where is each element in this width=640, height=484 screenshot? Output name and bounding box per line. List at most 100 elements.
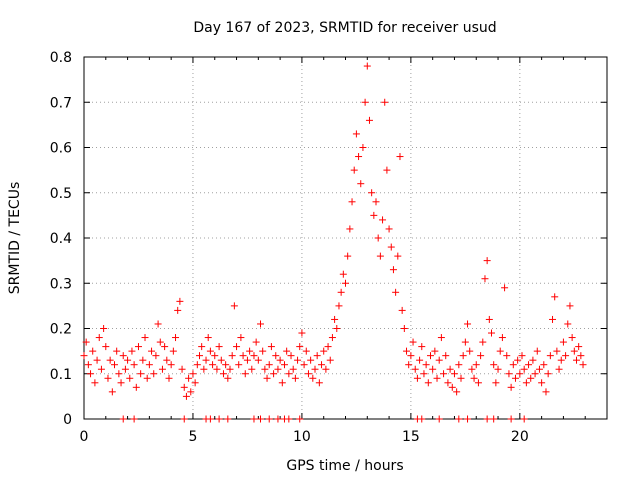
data-point — [398, 306, 406, 314]
data-point — [298, 329, 306, 337]
data-point — [237, 334, 245, 342]
data-point — [121, 365, 129, 373]
data-point — [178, 365, 186, 373]
data-point — [156, 338, 164, 346]
data-point — [117, 379, 125, 387]
data-point — [233, 343, 241, 351]
data-point — [200, 365, 208, 373]
x-axis-label: GPS time / hours — [286, 458, 403, 474]
x-tick-label: 0 — [80, 429, 89, 445]
data-point — [531, 370, 539, 378]
data-point — [124, 356, 132, 364]
tick-layer: 0 5 10 15 20 0 0.1 0.2 0.3 0.4 0.5 0.6 0.7 0.8 — [50, 50, 608, 445]
data-point — [435, 415, 443, 423]
data-point — [498, 334, 506, 342]
data-point — [287, 352, 295, 360]
data-point — [137, 370, 145, 378]
data-point — [381, 98, 389, 106]
data-point — [572, 356, 580, 364]
data-point — [350, 166, 358, 174]
data-point — [111, 361, 119, 369]
data-point — [477, 352, 485, 360]
data-point — [119, 352, 127, 360]
data-point — [416, 356, 424, 364]
data-point — [278, 379, 286, 387]
data-point — [396, 153, 404, 161]
y-tick-label: 0.2 — [50, 322, 72, 338]
data-point — [250, 352, 258, 360]
data-point — [420, 370, 428, 378]
data-point — [328, 334, 336, 342]
y-tick-label: 0.5 — [50, 186, 72, 202]
data-point — [270, 370, 278, 378]
data-point — [379, 216, 387, 224]
data-point — [540, 361, 548, 369]
data-point — [134, 343, 142, 351]
data-point — [387, 243, 395, 251]
data-point — [139, 356, 147, 364]
data-point — [422, 361, 430, 369]
data-point — [267, 343, 275, 351]
data-point — [429, 365, 437, 373]
data-point — [442, 352, 450, 360]
data-point — [302, 347, 310, 355]
x-tick-label: 10 — [293, 429, 311, 445]
data-point — [150, 370, 158, 378]
data-point — [529, 356, 537, 364]
data-point — [246, 347, 254, 355]
data-point — [211, 352, 219, 360]
data-point — [311, 365, 319, 373]
data-point — [525, 361, 533, 369]
data-point — [163, 356, 171, 364]
data-point — [579, 361, 587, 369]
data-point — [145, 361, 153, 369]
data-point — [522, 379, 530, 387]
data-point — [440, 370, 448, 378]
data-point — [514, 356, 522, 364]
data-point — [119, 415, 127, 423]
data-point — [459, 352, 467, 360]
data-point — [80, 352, 88, 360]
data-point — [165, 374, 173, 382]
data-point — [507, 415, 515, 423]
data-point — [222, 361, 230, 369]
data-point — [405, 361, 413, 369]
data-point — [141, 334, 149, 342]
y-tick-label: 0.8 — [50, 50, 72, 66]
data-point — [468, 365, 476, 373]
data-point — [564, 320, 572, 328]
data-point — [113, 347, 121, 355]
data-point — [538, 379, 546, 387]
data-point — [527, 374, 535, 382]
data-point — [455, 415, 463, 423]
data-point — [261, 365, 269, 373]
x-tick-label: 20 — [511, 429, 529, 445]
data-point — [542, 388, 550, 396]
data-point — [102, 343, 110, 351]
data-point — [370, 211, 378, 219]
data-point — [457, 374, 465, 382]
data-point — [265, 415, 273, 423]
data-point — [570, 347, 578, 355]
data-point — [490, 361, 498, 369]
data-point — [285, 415, 293, 423]
data-point — [481, 275, 489, 283]
data-point — [376, 252, 384, 260]
y-tick-label: 0.3 — [50, 276, 72, 292]
data-point — [474, 379, 482, 387]
data-point — [213, 365, 221, 373]
data-point — [304, 370, 312, 378]
data-point — [307, 356, 315, 364]
data-point — [450, 370, 458, 378]
data-point — [198, 343, 206, 351]
data-point — [309, 374, 317, 382]
data-point — [533, 347, 541, 355]
data-point — [544, 370, 552, 378]
data-point — [217, 356, 225, 364]
data-point — [453, 388, 461, 396]
data-point — [400, 325, 408, 332]
data-point — [289, 365, 297, 373]
data-point — [169, 347, 177, 355]
data-point — [252, 338, 260, 346]
